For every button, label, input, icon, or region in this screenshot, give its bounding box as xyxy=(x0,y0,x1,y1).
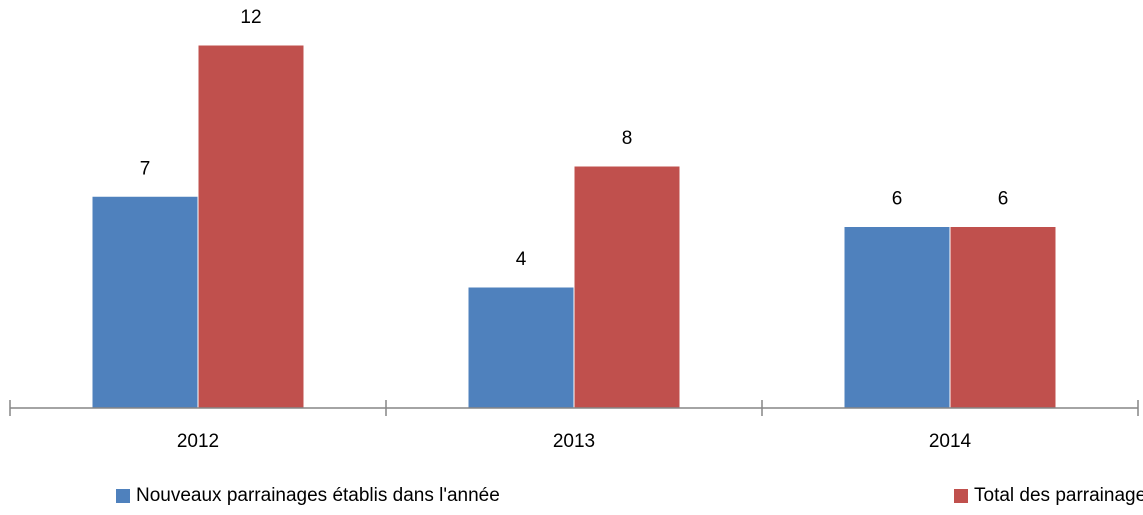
x-tick-label: 2014 xyxy=(929,431,972,452)
data-label: 7 xyxy=(140,158,151,179)
bar xyxy=(843,226,951,409)
data-label: 4 xyxy=(516,249,527,270)
legend-swatch xyxy=(116,489,130,503)
bar xyxy=(91,195,199,409)
x-tick-label: 2012 xyxy=(177,431,219,452)
data-label: 6 xyxy=(892,189,903,210)
legend-label: Nouveaux parrainages établis dans l'anné… xyxy=(136,485,500,506)
data-label: 8 xyxy=(622,128,633,149)
bar xyxy=(467,286,575,409)
data-label: 12 xyxy=(240,7,261,28)
data-label: 6 xyxy=(998,189,1009,210)
bar xyxy=(573,165,681,409)
legend-swatch xyxy=(954,489,968,503)
x-tick-label: 2013 xyxy=(553,431,595,452)
bar xyxy=(197,44,305,409)
legend-label: Total des parrainages en cours xyxy=(974,485,1143,506)
bar xyxy=(949,226,1057,409)
